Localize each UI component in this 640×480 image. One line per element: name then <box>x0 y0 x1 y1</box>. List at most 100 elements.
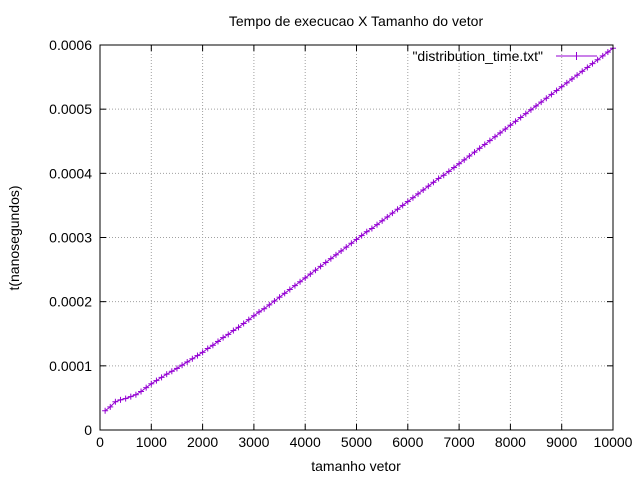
x-tick-label: 9000 <box>546 434 577 450</box>
data-point <box>579 68 586 75</box>
data-point <box>563 79 570 86</box>
data-point <box>153 377 160 384</box>
data-point <box>492 133 499 140</box>
y-tick-label: 0.0001 <box>49 358 92 374</box>
data-point <box>420 187 427 194</box>
data-point <box>553 87 560 94</box>
y-axis-label: t(nanosegundos) <box>6 185 22 290</box>
data-point <box>456 160 463 167</box>
data-point <box>261 305 268 312</box>
data-point <box>132 391 139 398</box>
data-point <box>225 331 232 338</box>
data-point <box>332 251 339 258</box>
data-point <box>143 384 150 391</box>
data-point <box>399 202 406 209</box>
data-point <box>168 368 175 375</box>
data-point <box>409 194 416 201</box>
data-point <box>214 338 221 345</box>
data-point <box>194 352 201 359</box>
legend: "distribution_time.txt" <box>412 48 597 64</box>
data-point <box>415 190 422 197</box>
data-point <box>158 374 165 381</box>
data-point <box>276 294 283 301</box>
data-point <box>240 320 247 327</box>
data-point <box>302 274 309 281</box>
data-point <box>548 91 555 98</box>
x-tick-label: 5000 <box>341 434 372 450</box>
data-point <box>235 324 242 331</box>
data-point <box>138 388 145 395</box>
x-tick-label: 4000 <box>290 434 321 450</box>
y-tick-label: 0.0002 <box>49 294 92 310</box>
x-tick-label: 1000 <box>136 434 167 450</box>
data-point <box>568 76 575 83</box>
data-point <box>379 217 386 224</box>
data-point <box>250 312 257 319</box>
data-point <box>476 145 483 152</box>
y-tick-label: 0.0004 <box>49 165 92 181</box>
data-point <box>163 371 170 378</box>
data-point <box>445 168 452 175</box>
data-point <box>307 271 314 278</box>
data-point <box>189 355 196 362</box>
data-point <box>204 345 211 352</box>
data-point <box>527 106 534 113</box>
data-point <box>374 221 381 228</box>
y-tick-label: 0 <box>84 422 92 438</box>
data-point <box>363 228 370 235</box>
data-point <box>481 141 488 148</box>
data-point <box>394 206 401 213</box>
data-point <box>107 403 114 410</box>
x-tick-label: 2000 <box>187 434 218 450</box>
data-point <box>348 240 355 247</box>
x-tick-label: 3000 <box>238 434 269 450</box>
data-point <box>353 236 360 243</box>
data-point <box>425 183 432 190</box>
data-point <box>507 122 514 129</box>
data-point <box>512 118 519 125</box>
data-point <box>389 210 396 217</box>
y-tick-label: 0.0006 <box>49 37 92 53</box>
data-point <box>199 349 206 356</box>
data-point <box>173 365 180 372</box>
data-point <box>281 290 288 297</box>
data-point <box>368 225 375 232</box>
legend-marker <box>572 52 581 60</box>
data-point <box>358 232 365 239</box>
data-point <box>266 301 273 308</box>
data-point <box>558 83 565 90</box>
y-axis: 0 0.0001 0.0002 0.0003 0.0004 0.0005 0.0006 <box>49 37 613 438</box>
series-layer <box>102 45 616 414</box>
data-point <box>440 172 447 179</box>
data-point <box>102 407 109 414</box>
series-line <box>104 47 614 412</box>
x-tick-label: 10000 <box>594 434 633 450</box>
data-point <box>179 362 186 369</box>
data-point <box>230 327 237 334</box>
x-tick-label: 6000 <box>392 434 423 450</box>
data-point <box>148 380 155 387</box>
data-point <box>112 398 119 405</box>
data-point <box>384 213 391 220</box>
chart-title: Tempo de execucao X Tamanho do vetor <box>229 13 484 29</box>
data-point <box>543 95 550 102</box>
data-point <box>574 72 581 79</box>
data-point <box>517 114 524 121</box>
data-point <box>533 102 540 109</box>
x-tick-label: 7000 <box>444 434 475 450</box>
data-point <box>486 137 493 144</box>
legend-label: "distribution_time.txt" <box>412 48 543 64</box>
y-tick-label: 0.0003 <box>49 230 92 246</box>
data-point <box>209 342 216 349</box>
data-point <box>404 198 411 205</box>
data-point <box>220 334 227 341</box>
data-point <box>435 175 442 182</box>
y-tick-label: 0.0005 <box>49 101 92 117</box>
x-tick-label: 0 <box>96 434 104 450</box>
data-point <box>286 286 293 293</box>
data-point <box>297 278 304 285</box>
data-point <box>256 308 263 315</box>
data-point <box>327 255 334 262</box>
